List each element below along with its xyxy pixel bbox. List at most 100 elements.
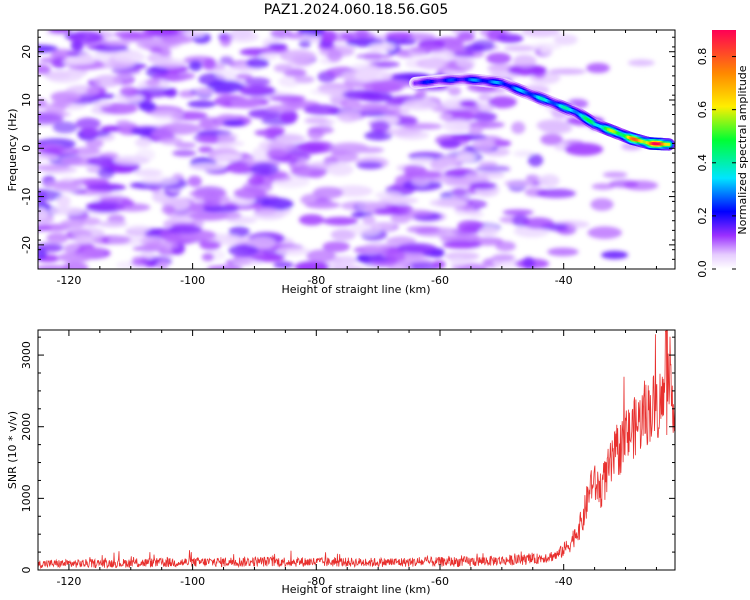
y-tick-label: -10 <box>20 188 33 206</box>
noise-blob <box>239 85 276 97</box>
noise-blob <box>266 148 288 158</box>
noise-blob <box>216 211 242 220</box>
noise-blob <box>468 210 484 218</box>
noise-blob <box>233 187 267 200</box>
noise-blob <box>252 146 274 159</box>
noise-blob <box>172 149 197 157</box>
noise-blob <box>513 150 535 157</box>
noise-blob <box>115 120 131 126</box>
noise-blob <box>527 154 544 167</box>
noise-blob <box>244 77 271 87</box>
noise-blob <box>188 202 204 213</box>
snr-x-ticks: -120 -100 -80 -60 -40 <box>37 330 657 588</box>
spectrogram-x-ticks: -120 -100 -80 -60 -40 <box>37 30 657 287</box>
noise-blob <box>522 217 555 229</box>
noise-blob <box>150 128 173 139</box>
noise-blob <box>48 206 85 215</box>
noise-blob <box>246 57 270 69</box>
colorbar-ticks: 0.0 0.2 0.4 0.6 0.8 <box>696 48 736 278</box>
x-tick-label: -100 <box>180 274 205 287</box>
noise-blob <box>492 253 515 262</box>
noise-blob <box>382 127 422 136</box>
noise-blob <box>591 183 615 190</box>
noise-blob <box>203 58 217 70</box>
noise-blob <box>587 226 622 239</box>
x-tick-label: -60 <box>431 575 449 588</box>
noise-blob <box>216 140 245 147</box>
noise-blob <box>414 90 427 99</box>
noise-blob <box>259 52 278 61</box>
noise-blob <box>62 58 96 65</box>
noise-blob <box>298 141 336 154</box>
noise-blob <box>298 39 311 49</box>
x-tick-label: -40 <box>555 575 573 588</box>
noise-blob <box>456 153 475 164</box>
spectrogram-y-ticks: -20 -10 0 10 20 <box>20 36 675 270</box>
signal-ridge-layer <box>413 77 671 146</box>
noise-blob <box>294 75 315 84</box>
noise-blob <box>356 254 370 263</box>
noise-blob <box>475 165 511 173</box>
noise-blob <box>404 262 441 269</box>
noise-blob <box>456 57 476 69</box>
x-tick-label: -100 <box>180 575 205 588</box>
y-tick-label: 2000 <box>20 413 33 441</box>
noise-blob <box>145 240 180 251</box>
colorbar: 0.0 0.2 0.4 0.6 0.8 Normalized spectral ampl… <box>696 30 749 278</box>
noise-blob <box>522 256 535 269</box>
noise-blob <box>431 260 446 269</box>
noise-blob <box>362 242 390 253</box>
noise-blob <box>151 109 184 121</box>
noise-blob <box>609 179 639 188</box>
noise-blob <box>187 175 202 187</box>
noise-blob <box>416 57 449 70</box>
x-tick-label: -40 <box>555 274 573 287</box>
noise-blob <box>402 98 439 111</box>
noise-blob <box>355 93 390 101</box>
noise-blob <box>452 187 468 197</box>
noise-blob <box>450 264 470 269</box>
noise-blob <box>145 78 161 86</box>
noise-blob <box>99 196 130 203</box>
noise-blob <box>65 85 100 98</box>
noise-blob <box>103 57 136 69</box>
noise-blob <box>429 198 469 208</box>
noise-blob <box>38 98 48 109</box>
noise-blob <box>409 46 449 53</box>
snr-frame <box>37 329 676 571</box>
noise-blob <box>92 100 112 108</box>
noise-blob <box>86 156 118 167</box>
noise-blob <box>453 50 475 58</box>
noise-blob <box>156 260 169 269</box>
noise-blob <box>327 49 343 63</box>
noise-blob <box>330 142 369 155</box>
noise-blob <box>564 142 604 156</box>
noise-blob <box>38 265 71 269</box>
noise-blob <box>539 174 560 188</box>
noise-blob <box>247 175 265 186</box>
noise-blob <box>439 139 461 149</box>
snr-background <box>38 330 675 570</box>
noise-blob <box>114 203 151 212</box>
noise-blob <box>601 250 629 260</box>
noise-blob <box>189 189 228 198</box>
noise-blob <box>497 33 524 44</box>
y-tick-label: 20 <box>20 45 33 59</box>
noise-blob <box>38 153 59 162</box>
noise-blob <box>127 224 151 234</box>
noise-blob <box>111 67 141 75</box>
noise-blob <box>219 34 232 47</box>
noise-blob <box>93 74 122 88</box>
noise-blob <box>340 98 361 110</box>
noise-blob <box>235 73 253 80</box>
noise-blob <box>503 45 537 52</box>
noise-blob <box>379 197 419 204</box>
noise-blob <box>486 52 512 65</box>
signal-ridge-point <box>667 142 671 146</box>
noise-blob <box>536 119 569 132</box>
snr-y-axis-label: SNR (10 * v/v) <box>6 411 19 489</box>
noise-blob <box>38 164 71 171</box>
noise-blob <box>43 146 79 156</box>
